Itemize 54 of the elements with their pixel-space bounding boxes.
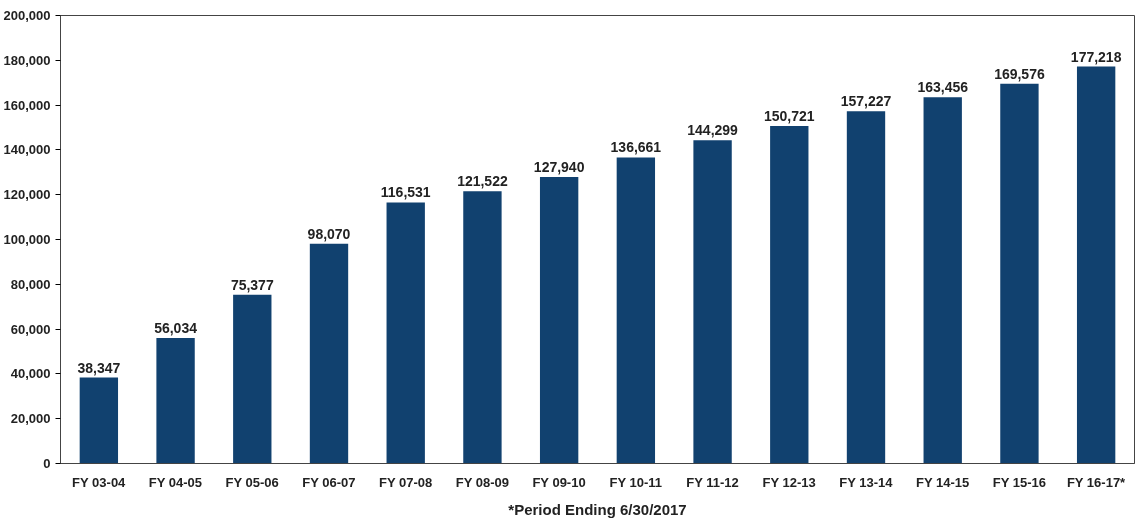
x-tick-label: FY 08-09 [455,474,509,490]
data-label: 116,531 [380,184,431,201]
bar [386,202,425,464]
y-tick-label: 180,000 [3,52,51,68]
data-label: 127,940 [533,158,585,175]
bar [846,111,886,464]
y-tick-label: 20,000 [10,411,51,427]
y-tick-label: 160,000 [3,97,51,113]
x-tick-label: FY 06-07 [302,474,356,490]
y-tick-label: 140,000 [3,142,51,158]
data-label: 136,661 [610,139,662,156]
x-tick-label: FY 09-10 [532,474,586,490]
bar [1076,66,1116,464]
y-tick-label: 100,000 [3,232,51,247]
data-label: 144,299 [687,122,739,139]
data-label: 75,377 [230,276,274,293]
bar [693,140,732,464]
data-label: 98,070 [307,225,351,242]
bar [539,176,579,464]
x-tick-label: FY 16-17* [1066,474,1127,490]
y-tick-label: 40,000 [10,366,51,382]
x-tick-label: FY 12-13 [762,474,816,490]
bar [1000,83,1039,464]
data-label: 121,522 [457,173,508,190]
bar [770,125,809,464]
x-tick-label: FY 03-04 [72,474,127,490]
bar [463,191,502,464]
y-tick-label: 120,000 [3,187,51,203]
y-tick-label: 200,000 [3,8,51,23]
x-tick-label: FY 05-06 [225,474,279,490]
bar [233,294,272,464]
y-tick-label: 0 [43,456,51,471]
x-tick-label: FY 10-11 [609,474,663,490]
text: *Period Ending 6/30/2017 [508,500,687,518]
x-tick-label: FY 11-12 [686,474,739,490]
data-label: 38,347 [77,359,121,376]
data-label: 56,034 [154,319,198,336]
bar [79,377,119,464]
x-tick-label: FY 15-16 [992,474,1046,490]
data-label: 163,456 [917,79,969,96]
x-tick-label: FY 14-15 [915,474,970,490]
data-label: 169,576 [994,65,1045,82]
y-tick-label: 80,000 [10,276,51,292]
data-label: 177,218 [1070,48,1122,65]
data-label: 157,227 [840,93,892,110]
bar [616,157,656,464]
x-tick-label: FY 07-08 [378,474,433,490]
bar [309,243,349,464]
bar [923,97,962,464]
bar [156,337,195,464]
x-tick-label: FY 13-14 [839,474,894,490]
y-tick-label: 60,000 [10,321,51,337]
data-label: 150,721 [763,107,815,124]
x-tick-label: FY 04-05 [148,474,203,490]
